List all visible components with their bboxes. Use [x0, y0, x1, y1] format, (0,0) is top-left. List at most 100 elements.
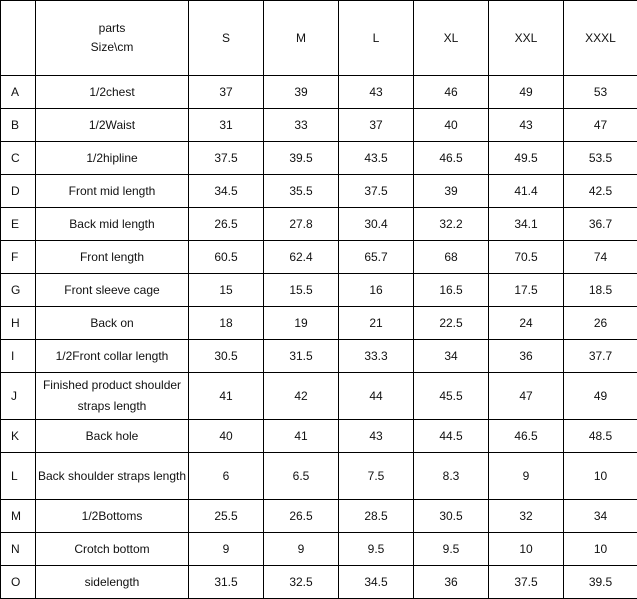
- measurement-cell: 32: [489, 500, 564, 533]
- measurement-cell: 41.4: [489, 175, 564, 208]
- part-name-cell: Back hole: [36, 420, 189, 453]
- row-letter-cell: I: [1, 340, 36, 373]
- row-letter-cell: M: [1, 500, 36, 533]
- measurement-cell: 35.5: [264, 175, 339, 208]
- measurement-cell: 48.5: [564, 420, 637, 453]
- size-header: M: [264, 1, 339, 76]
- measurement-cell: 33: [264, 109, 339, 142]
- measurement-cell: 28.5: [339, 500, 414, 533]
- measurement-cell: 34: [414, 340, 489, 373]
- measurement-cell: 41: [264, 420, 339, 453]
- part-name-cell: Front mid length: [36, 175, 189, 208]
- measurement-cell: 16.5: [414, 274, 489, 307]
- measurement-cell: 68: [414, 241, 489, 274]
- size-unit-label: Size\cm: [37, 38, 187, 57]
- measurement-cell: 43: [339, 420, 414, 453]
- size-header: XXXL: [564, 1, 637, 76]
- measurement-cell: 10: [564, 533, 637, 566]
- part-name-cell: 1/2Waist: [36, 109, 189, 142]
- row-letter-cell: O: [1, 566, 36, 599]
- measurement-cell: 24: [489, 307, 564, 340]
- measurement-cell: 46.5: [414, 142, 489, 175]
- measurement-cell: 6: [189, 453, 264, 500]
- header-parts-cell: parts Size\cm: [36, 1, 189, 76]
- measurement-cell: 33.3: [339, 340, 414, 373]
- part-name-cell: Front length: [36, 241, 189, 274]
- row-letter-cell: A: [1, 76, 36, 109]
- part-name-cell: Back on: [36, 307, 189, 340]
- measurement-cell: 31: [189, 109, 264, 142]
- measurement-cell: 40: [414, 109, 489, 142]
- measurement-cell: 6.5: [264, 453, 339, 500]
- measurement-cell: 17.5: [489, 274, 564, 307]
- parts-label: parts: [37, 19, 187, 38]
- measurement-cell: 21: [339, 307, 414, 340]
- measurement-cell: 37.5: [339, 175, 414, 208]
- measurement-cell: 60.5: [189, 241, 264, 274]
- measurement-cell: 46: [414, 76, 489, 109]
- measurement-cell: 40: [189, 420, 264, 453]
- measurement-cell: 36: [414, 566, 489, 599]
- measurement-cell: 34.1: [489, 208, 564, 241]
- measurement-cell: 18: [189, 307, 264, 340]
- measurement-cell: 9: [189, 533, 264, 566]
- measurement-cell: 34: [564, 500, 637, 533]
- row-letter-cell: H: [1, 307, 36, 340]
- row-letter-cell: E: [1, 208, 36, 241]
- measurement-cell: 30.5: [414, 500, 489, 533]
- measurement-cell: 32.5: [264, 566, 339, 599]
- measurement-cell: 25.5: [189, 500, 264, 533]
- measurement-cell: 26: [564, 307, 637, 340]
- measurement-cell: 15.5: [264, 274, 339, 307]
- row-letter-cell: J: [1, 373, 36, 420]
- row-letter-cell: D: [1, 175, 36, 208]
- measurement-cell: 19: [264, 307, 339, 340]
- measurement-cell: 49: [489, 76, 564, 109]
- measurement-cell: 65.7: [339, 241, 414, 274]
- measurement-cell: 39.5: [564, 566, 637, 599]
- measurement-cell: 31.5: [189, 566, 264, 599]
- measurement-cell: 74: [564, 241, 637, 274]
- measurement-cell: 39.5: [264, 142, 339, 175]
- measurement-cell: 37: [189, 76, 264, 109]
- measurement-cell: 36: [489, 340, 564, 373]
- measurement-cell: 37: [339, 109, 414, 142]
- measurement-cell: 32.2: [414, 208, 489, 241]
- row-letter-cell: G: [1, 274, 36, 307]
- measurement-cell: 9: [264, 533, 339, 566]
- measurement-cell: 9.5: [414, 533, 489, 566]
- measurement-cell: 41: [189, 373, 264, 420]
- row-letter-cell: C: [1, 142, 36, 175]
- part-name-cell: Crotch bottom: [36, 533, 189, 566]
- size-header: L: [339, 1, 414, 76]
- part-name-cell: 1/2Bottoms: [36, 500, 189, 533]
- measurement-cell: 47: [564, 109, 637, 142]
- measurement-cell: 62.4: [264, 241, 339, 274]
- part-name-cell: Finished product shoulder straps length: [36, 373, 189, 420]
- header-row: parts Size\cm S M L XL XXL XXXL: [1, 1, 637, 76]
- row-letter-cell: B: [1, 109, 36, 142]
- measurement-cell: 30.5: [189, 340, 264, 373]
- measurement-cell: 45.5: [414, 373, 489, 420]
- measurement-cell: 49.5: [489, 142, 564, 175]
- size-header: XL: [414, 1, 489, 76]
- header-corner-cell: [1, 1, 36, 76]
- part-name-cell: Back mid length: [36, 208, 189, 241]
- part-name-cell: Back shoulder straps length: [36, 453, 189, 500]
- measurement-cell: 34.5: [339, 566, 414, 599]
- size-header: S: [189, 1, 264, 76]
- measurement-cell: 30.4: [339, 208, 414, 241]
- measurement-cell: 27.8: [264, 208, 339, 241]
- size-header: XXL: [489, 1, 564, 76]
- part-name-cell: Front sleeve cage: [36, 274, 189, 307]
- measurement-cell: 49: [564, 373, 637, 420]
